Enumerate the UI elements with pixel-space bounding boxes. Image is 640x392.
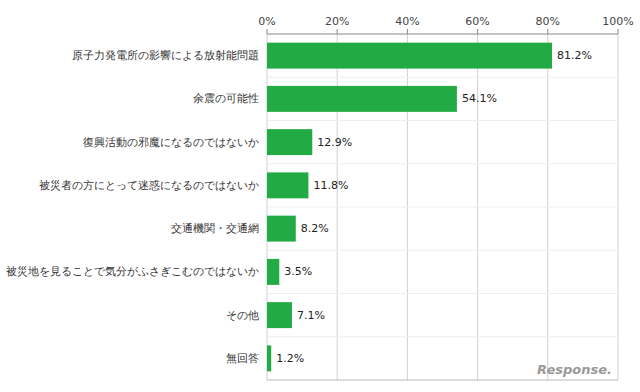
bar bbox=[267, 86, 457, 112]
bar bbox=[267, 216, 296, 242]
category-label: その他 bbox=[226, 309, 259, 322]
tick-label: 40% bbox=[395, 15, 419, 28]
category-label: 被災地を見ることで気分がふさぎこむのではないか bbox=[6, 265, 259, 278]
chart: 原子力発電所の影響による放射能問題余震の可能性復興活動の邪魔になるのではないか被… bbox=[0, 0, 640, 392]
x-axis: 0% 20% 40% 60% 80% 100% bbox=[258, 15, 633, 380]
bars bbox=[267, 43, 552, 372]
bar bbox=[267, 129, 312, 155]
tick-mark bbox=[547, 29, 548, 34]
tick-mark bbox=[477, 29, 478, 34]
bar bbox=[267, 172, 308, 198]
category-label: 原子力発電所の影響による放射能問題 bbox=[72, 49, 259, 62]
row-separator bbox=[267, 336, 618, 337]
data-labels: 81.2% 54.1% 12.9% 11.8% 8.2% 3.5% 7.1% 1.2% bbox=[276, 49, 592, 365]
row-separator bbox=[267, 293, 618, 294]
tick-label: 0% bbox=[258, 15, 275, 28]
row-separator bbox=[267, 77, 618, 78]
tick-mark bbox=[337, 29, 338, 34]
row-separator bbox=[267, 163, 618, 164]
category-label: 復興活動の邪魔になるのではないか bbox=[83, 136, 259, 149]
category-label: 被災者の方にとって迷惑になるのではないか bbox=[39, 179, 259, 192]
tick-mark bbox=[618, 29, 619, 34]
data-label: 3.5% bbox=[284, 265, 312, 278]
bar bbox=[267, 345, 271, 371]
tick-label: 60% bbox=[465, 15, 489, 28]
bar bbox=[267, 43, 552, 69]
data-label: 12.9% bbox=[317, 136, 352, 149]
data-label: 81.2% bbox=[557, 49, 592, 62]
category-label: 無回答 bbox=[226, 352, 259, 365]
category-label: 余震の可能性 bbox=[193, 92, 259, 105]
data-label: 8.2% bbox=[301, 222, 329, 235]
category-labels: 原子力発電所の影響による放射能問題余震の可能性復興活動の邪魔になるのではないか被… bbox=[6, 49, 259, 365]
data-label: 1.2% bbox=[276, 352, 304, 365]
tick-mark bbox=[407, 29, 408, 34]
row-separator bbox=[267, 250, 618, 251]
row-separator bbox=[267, 207, 618, 208]
tick-mark bbox=[267, 29, 268, 34]
data-label: 11.8% bbox=[313, 179, 348, 192]
data-label: 54.1% bbox=[462, 92, 497, 105]
tick-label: 80% bbox=[536, 15, 560, 28]
bar bbox=[267, 302, 292, 328]
tick-label: 100% bbox=[602, 15, 633, 28]
row-separator bbox=[267, 120, 618, 121]
axis-line bbox=[267, 34, 618, 35]
category-label: 交通機関・交通網 bbox=[171, 222, 259, 235]
plot-border bbox=[267, 380, 618, 381]
data-label: 7.1% bbox=[297, 309, 325, 322]
background bbox=[0, 0, 640, 392]
watermark: Response. bbox=[537, 362, 612, 377]
grid bbox=[267, 34, 618, 380]
bar bbox=[267, 259, 279, 285]
tick-label: 20% bbox=[325, 15, 349, 28]
